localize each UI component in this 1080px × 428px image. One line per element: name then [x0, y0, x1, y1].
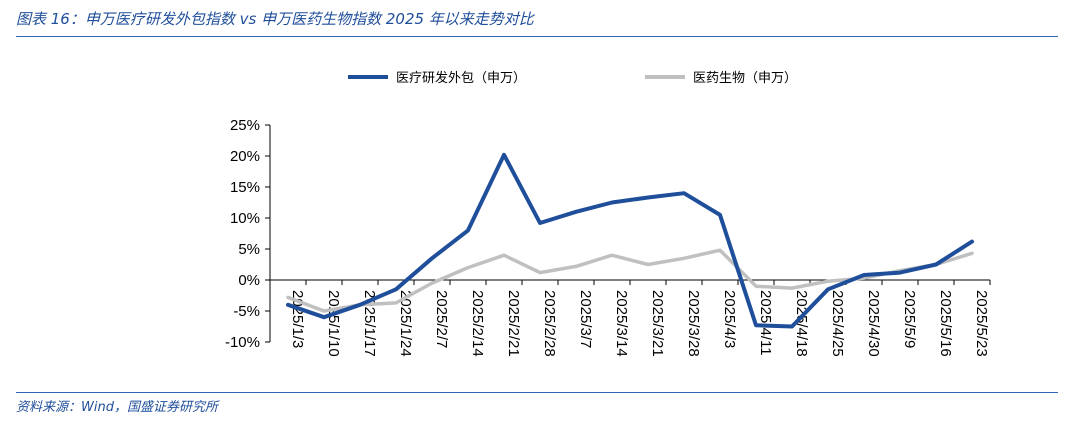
x-tick-label: 2025/2/21 — [505, 290, 522, 357]
y-tick-label: 10% — [230, 210, 260, 227]
source-rule — [16, 392, 1058, 393]
y-tick-label: 25% — [230, 117, 260, 134]
x-tick-label: 2025/4/11 — [757, 290, 774, 356]
y-tick-label: 5% — [238, 241, 260, 258]
x-tick-label: 2025/5/9 — [901, 290, 918, 348]
x-axis: 2025/1/3 2025/1/10 2025/1/17 2025/1/24 2025/… — [269, 279, 991, 357]
legend-label: 医疗研发外包（申万） — [396, 70, 526, 86]
x-tick-label: 2025/4/30 — [865, 290, 882, 357]
y-tick-label: 20% — [230, 148, 260, 165]
x-tick-label: 2025/2/28 — [541, 290, 558, 357]
figure-title: 图表 16：申万医疗研发外包指数 vs 申万医药生物指数 2025 年以来走势对… — [16, 10, 534, 28]
x-tick-label: 2025/1/24 — [397, 290, 414, 357]
x-tick-label: 2025/3/21 — [649, 290, 666, 357]
x-tick-label: 2025/4/25 — [829, 290, 846, 357]
x-tick-label: 2025/2/7 — [433, 290, 450, 348]
legend-label: 医药生物（申万） — [693, 71, 797, 86]
x-tick-label: 2025/5/16 — [937, 290, 954, 357]
x-tick-label: 2025/4/3 — [721, 290, 738, 348]
line-chart: 医疗研发外包（申万） 医药生物（申万） -10% -5% 0% 5% 10% 15% 20% 2… — [225, 70, 991, 357]
x-tick-label: 2025/3/28 — [685, 290, 702, 357]
x-tick-label: 2025/1/17 — [361, 290, 378, 357]
chart-legend: 医疗研发外包（申万） 医药生物（申万） — [348, 70, 797, 86]
y-tick-label: 0% — [238, 272, 260, 289]
x-tick-label: 2025/4/18 — [793, 290, 810, 357]
y-tick-label: -10% — [225, 334, 260, 351]
x-tick-label: 2025/3/14 — [613, 290, 630, 357]
x-tick-label: 2025/2/14 — [469, 290, 486, 357]
source-note: 资料来源：Wind，国盛证券研究所 — [16, 400, 218, 415]
x-tick-label: 2025/1/10 — [325, 290, 342, 357]
title-rule — [16, 36, 1058, 37]
series-line-cro — [286, 152, 974, 329]
chart-series — [286, 152, 974, 329]
y-tick-label: 15% — [230, 179, 260, 196]
x-tick-label: 2025/3/7 — [577, 290, 594, 348]
y-axis: -10% -5% 0% 5% 10% 15% 20% 25% — [225, 117, 271, 351]
y-tick-label: -5% — [233, 303, 260, 320]
x-tick-label: 2025/5/23 — [973, 290, 990, 357]
